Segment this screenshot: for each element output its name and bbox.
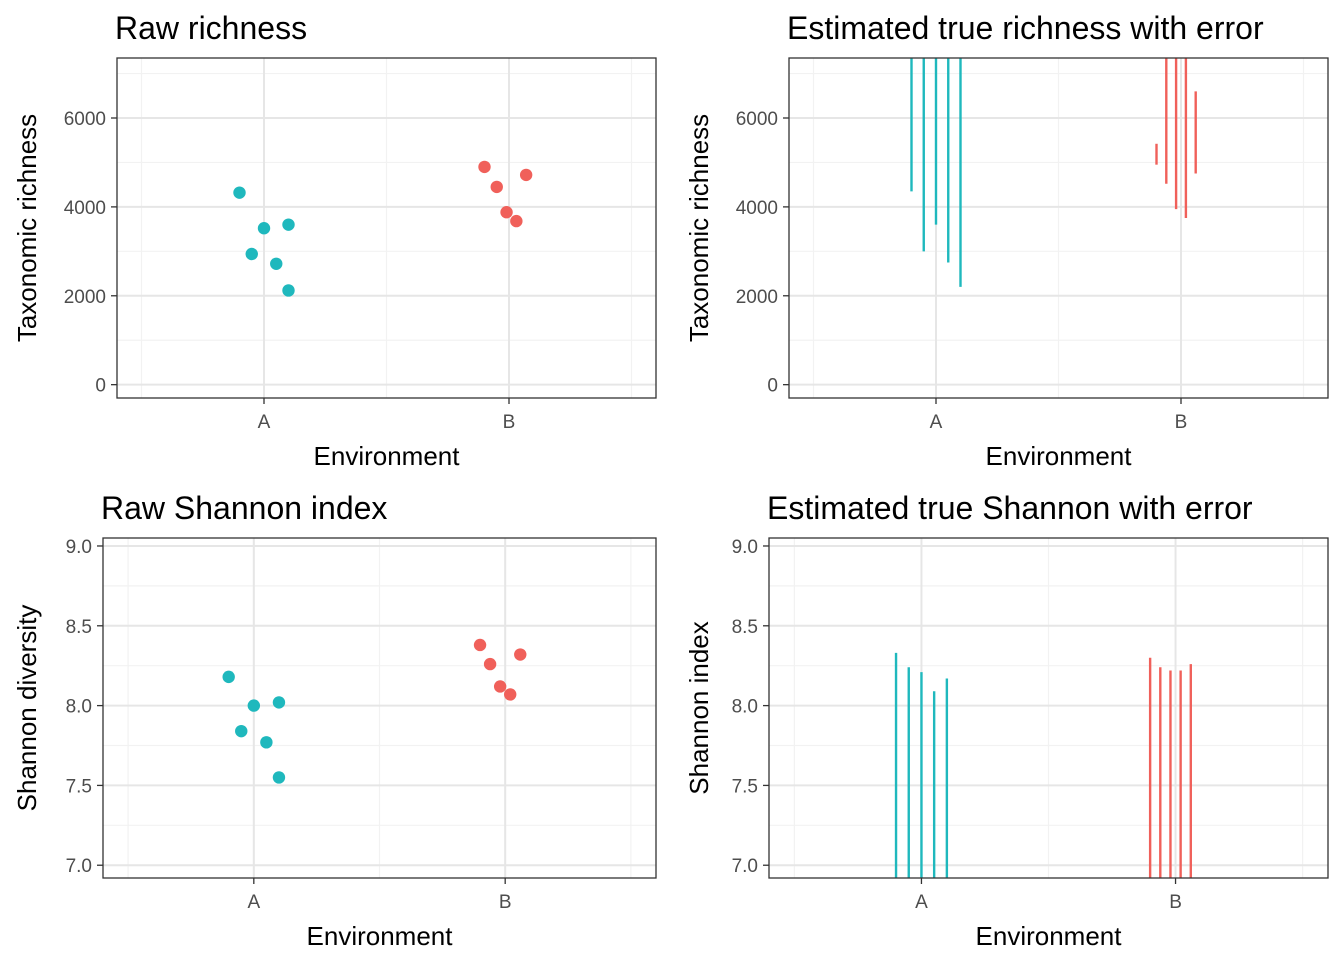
data-point	[473, 638, 487, 652]
data-point	[490, 180, 503, 194]
data-point	[247, 699, 261, 712]
x-tick-label: A	[258, 412, 271, 433]
data-point	[260, 736, 273, 749]
panel-2: 0 2000 4000 6000 A B Estimated true richness w…	[684, 10, 1329, 471]
panel-4: 7.0 7.5 8.0 8.5 9.0 A B Estimated true Shannon …	[684, 490, 1329, 951]
data-point	[483, 657, 497, 671]
chart-title: Estimated true richness with error	[787, 10, 1264, 46]
data-point	[257, 222, 271, 235]
data-layer	[910, 58, 1197, 287]
y-tick-label: 7.5	[66, 776, 92, 797]
y-tick-label: 7.0	[66, 856, 92, 877]
x-tick-label: B	[503, 412, 516, 433]
y-tick-label: 9.0	[732, 537, 758, 558]
panel-border	[102, 537, 657, 879]
y-tick-label: 0	[767, 376, 778, 397]
data-point	[222, 670, 235, 684]
data-layer	[233, 160, 533, 297]
x-axis-title: Environment	[986, 441, 1133, 471]
data-point	[504, 688, 517, 701]
y-tick-label: 8.5	[66, 617, 92, 638]
y-tick-label: 4000	[64, 198, 106, 219]
y-tick-label: 9.0	[66, 537, 92, 558]
data-layer	[222, 638, 527, 784]
y-axis-title: Shannon diversity	[12, 605, 42, 812]
y-axis-title: Taxonomic richness	[12, 114, 42, 342]
panel-border	[116, 57, 657, 399]
data-point	[272, 771, 286, 784]
y-axis-title: Shannon index	[684, 621, 714, 794]
y-tick-label: 7.5	[732, 776, 758, 797]
data-point	[233, 186, 246, 199]
data-point	[478, 160, 491, 174]
data-point	[272, 696, 286, 709]
data-layer	[894, 652, 1192, 878]
y-tick-label: 8.0	[66, 697, 92, 718]
y-tick-label: 2000	[736, 287, 778, 308]
y-tick-label: 8.0	[732, 697, 758, 718]
x-tick-label: A	[915, 892, 928, 913]
y-tick-label: 6000	[736, 109, 778, 130]
x-axis-title: Environment	[307, 921, 454, 951]
data-point	[235, 724, 248, 738]
chart-title: Raw Shannon index	[101, 490, 387, 526]
data-point	[245, 247, 258, 261]
chart-title: Raw richness	[115, 10, 307, 46]
data-point	[500, 206, 513, 219]
panel-border	[768, 537, 1329, 879]
data-point	[282, 284, 295, 297]
x-tick-label: B	[499, 892, 512, 913]
data-point	[282, 218, 295, 231]
data-point	[493, 680, 507, 693]
data-point	[519, 168, 533, 182]
y-tick-label: 7.0	[732, 856, 758, 877]
x-axis-title: Environment	[314, 441, 461, 471]
data-point	[510, 214, 523, 228]
x-tick-label: B	[1175, 412, 1188, 433]
y-tick-label: 6000	[64, 109, 106, 130]
data-point	[270, 257, 283, 270]
panel-border	[788, 57, 1329, 399]
y-tick-label: 0	[95, 376, 106, 397]
panel-3: 7.0 7.5 8.0 8.5 9.0 A B Raw Shannon index Enviro…	[12, 490, 657, 951]
x-tick-label: A	[930, 412, 943, 433]
chart-title: Estimated true Shannon with error	[767, 490, 1253, 526]
x-tick-label: B	[1169, 892, 1182, 913]
x-axis-title: Environment	[976, 921, 1123, 951]
y-tick-label: 8.5	[732, 617, 758, 638]
x-tick-label: A	[247, 892, 260, 913]
y-axis-title: Taxonomic richness	[684, 114, 714, 342]
y-tick-label: 2000	[64, 287, 106, 308]
data-point	[514, 648, 527, 661]
panel-1: 0 2000 4000 6000 A B Raw richness Environment Ta…	[12, 10, 657, 471]
y-tick-label: 4000	[736, 198, 778, 219]
